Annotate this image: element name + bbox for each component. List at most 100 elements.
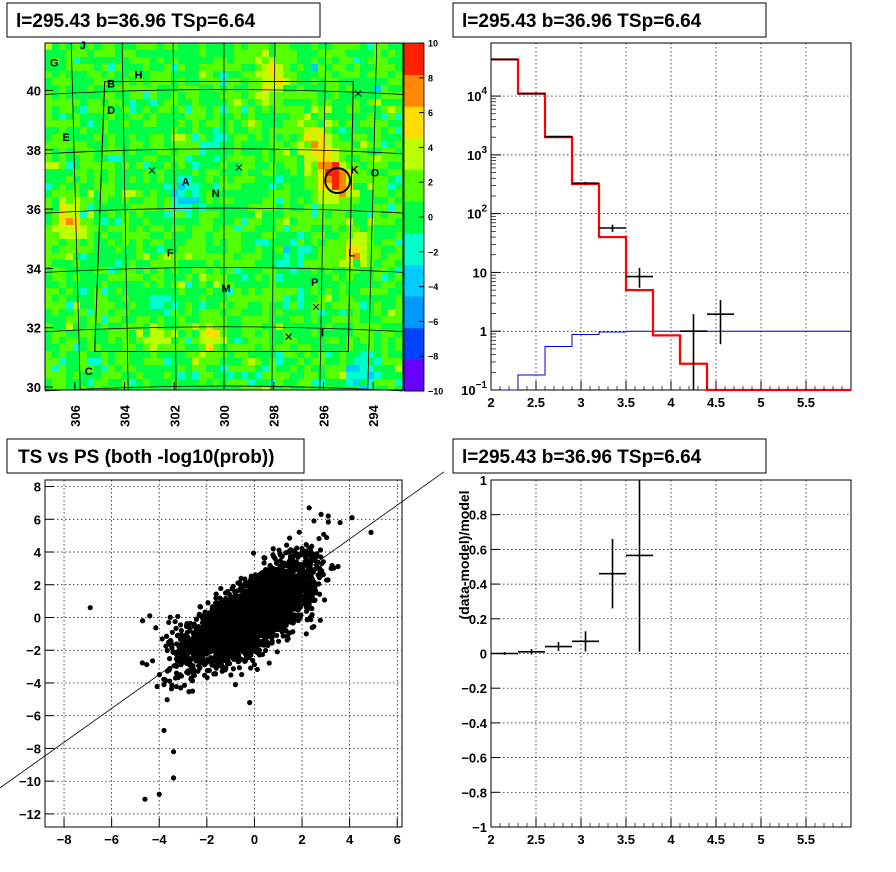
heatmap-cell: [248, 211, 255, 218]
heatmap-cell: [388, 50, 395, 57]
heatmap-cell: [325, 239, 332, 246]
heatmap-cell: [318, 386, 325, 390]
heatmap-cell: [248, 309, 255, 316]
heatmap-cell: [80, 225, 87, 232]
heatmap-cell: [227, 379, 234, 386]
heatmap-cell: [199, 358, 206, 365]
heatmap-cell: [234, 379, 241, 386]
heatmap-cell: [115, 197, 122, 204]
heatmap-cell: [87, 365, 94, 372]
heatmap-cell: [220, 316, 227, 323]
heatmap-cell: [108, 155, 115, 162]
heatmap-cell: [101, 351, 108, 358]
heatmap-cell: [276, 295, 283, 302]
heatmap-cell: [101, 344, 108, 351]
heatmap-cell: [318, 260, 325, 267]
heatmap-cell: [87, 386, 94, 390]
heatmap-cell: [318, 134, 325, 141]
heatmap-cell: [332, 120, 339, 127]
heatmap-cell: [66, 92, 73, 99]
heatmap-cell: [360, 225, 367, 232]
heatmap-cell: [374, 43, 381, 50]
heatmap-cell: [283, 260, 290, 267]
heatmap-cell: [255, 337, 262, 344]
heatmap-cell: [269, 148, 276, 155]
heatmap-cell: [374, 365, 381, 372]
source-label-a: A: [182, 176, 190, 188]
heatmap-cell: [395, 190, 402, 197]
heatmap-cell: [59, 162, 66, 169]
heatmap-cell: [220, 232, 227, 239]
heatmap-cell: [213, 225, 220, 232]
heatmap-cell: [164, 85, 171, 92]
heatmap-cell: [388, 344, 395, 351]
heatmap-cell: [374, 295, 381, 302]
heatmap-cell: [220, 162, 227, 169]
heatmap-cell: [290, 204, 297, 211]
heatmap-cell: [227, 281, 234, 288]
heatmap-cell: [129, 190, 136, 197]
heatmap-cell: [353, 372, 360, 379]
heatmap-cell: [304, 372, 311, 379]
heatmap-cell: [255, 274, 262, 281]
heatmap-cell: [227, 260, 234, 267]
heatmap-cell: [318, 344, 325, 351]
heatmap-cell: [206, 316, 213, 323]
heatmap-cell: [45, 281, 52, 288]
heatmap-cell: [101, 323, 108, 330]
heatmap-cell: [59, 113, 66, 120]
heatmap-cell: [290, 183, 297, 190]
heatmap-cell: [381, 344, 388, 351]
heatmap-cell: [283, 386, 290, 390]
heatmap-cell: [206, 295, 213, 302]
heatmap-cell: [164, 64, 171, 71]
heatmap-cell: [234, 267, 241, 274]
heatmap-cell: [269, 155, 276, 162]
heatmap-cell: [136, 281, 143, 288]
heatmap-cell: [339, 309, 346, 316]
heatmap-cell: [248, 316, 255, 323]
heatmap-cell: [234, 211, 241, 218]
heatmap-cell: [129, 211, 136, 218]
heatmap-cell: [59, 106, 66, 113]
heatmap-cell: [283, 309, 290, 316]
heatmap-cell: [199, 309, 206, 316]
heatmap-cell: [129, 344, 136, 351]
heatmap-cell: [262, 50, 269, 57]
heatmap-cell: [122, 372, 129, 379]
heatmap-cell: [199, 169, 206, 176]
heatmap-cell: [241, 92, 248, 99]
heatmap-cell: [199, 365, 206, 372]
heatmap-cell: [45, 379, 52, 386]
heatmap-cell: [255, 162, 262, 169]
heatmap-cell: [129, 288, 136, 295]
heatmap-cell: [213, 211, 220, 218]
heatmap-cell: [192, 176, 199, 183]
skymap-title: l=295.43 b=36.96 TSp=6.64: [16, 11, 256, 32]
heatmap-cell: [269, 218, 276, 225]
heatmap-cell: [87, 351, 94, 358]
heatmap-cell: [367, 309, 374, 316]
heatmap-cell: [150, 85, 157, 92]
heatmap-cell: [248, 218, 255, 225]
heatmap-cell: [178, 386, 185, 390]
heatmap-cell: [101, 162, 108, 169]
heatmap-cell: [122, 64, 129, 71]
heatmap-cell: [227, 239, 234, 246]
source-marker: [148, 167, 156, 174]
heatmap-cell: [150, 288, 157, 295]
heatmap-cell: [115, 351, 122, 358]
heatmap-cell: [80, 169, 87, 176]
heatmap-cell: [262, 169, 269, 176]
heatmap-cell: [185, 183, 192, 190]
heatmap-cell: [206, 218, 213, 225]
heatmap-cell: [255, 218, 262, 225]
y-tick-label: 103: [467, 145, 487, 163]
heatmap-cell: [178, 295, 185, 302]
heatmap-cell: [304, 302, 311, 309]
parallel-line: [44, 207, 404, 214]
heatmap-cell: [262, 92, 269, 99]
heatmap-cell: [66, 239, 73, 246]
heatmap-cell: [297, 211, 304, 218]
heatmap-cell: [367, 260, 374, 267]
